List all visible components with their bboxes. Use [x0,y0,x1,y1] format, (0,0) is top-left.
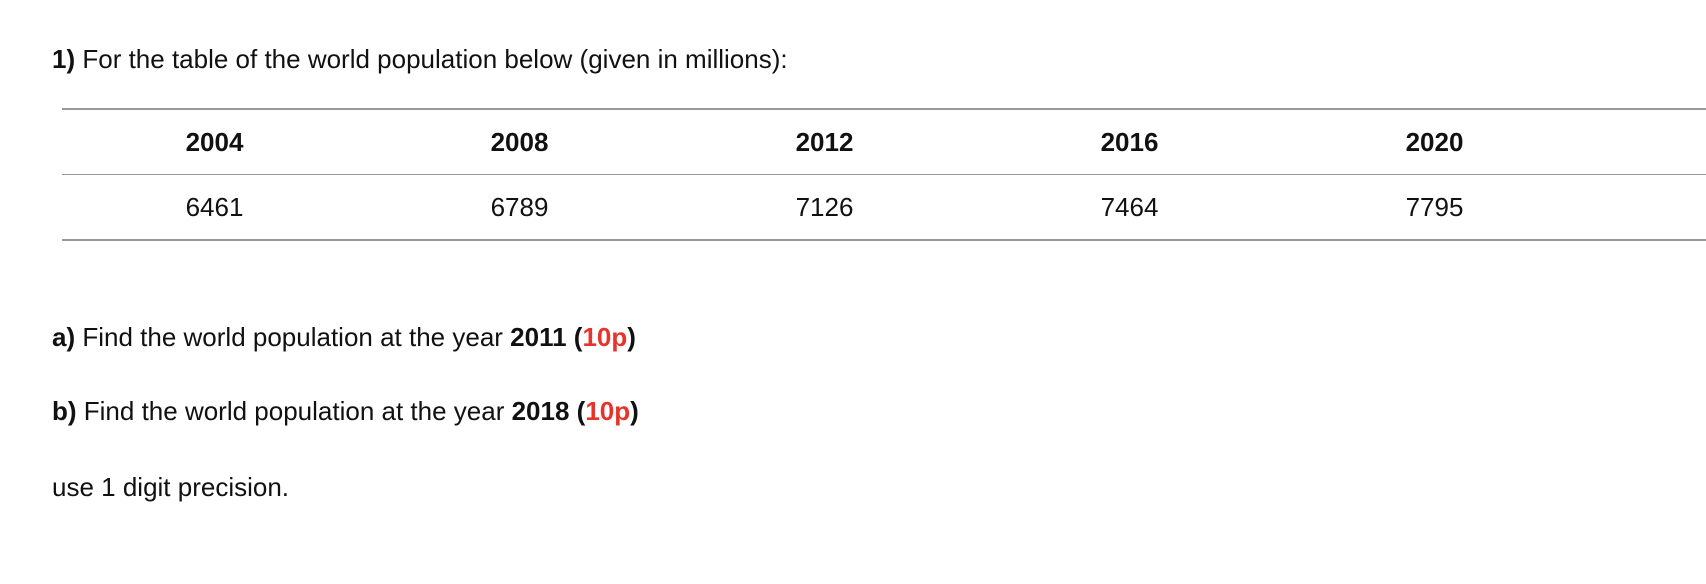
question-heading: 1) For the table of the world population… [52,44,788,75]
header-cell: 2012 [795,126,854,157]
value-cell: 7464 [1100,191,1159,222]
header-cell: 2016 [1100,126,1159,157]
question-number: 1) [52,44,76,74]
population-table: 2004 2008 2012 2016 2020 6461 6789 7126 … [62,108,1706,241]
table-row: 6461 6789 7126 7464 7795 [62,175,1706,241]
part-text: Find the world population at the year [76,396,512,426]
empty-cell [1587,175,1706,241]
precision-note: use 1 digit precision. [52,472,290,502]
header-cell: 2004 [185,126,244,157]
header-cell: 2008 [490,126,549,157]
value-cell: 7126 [795,191,854,222]
part-label: a) [52,322,76,352]
table-header-row: 2004 2008 2012 2016 2020 [62,109,1706,175]
empty-cell [1587,109,1706,175]
paren-close: ) [630,396,639,426]
paren-open: ( [566,322,583,352]
points-badge: 10p [582,322,628,352]
value-cell: 7795 [1405,191,1464,222]
part-year: 2018 [511,396,570,426]
paren-close: ) [627,322,636,352]
part-b: b) Find the world population at the year… [52,396,639,427]
value-cell: 6461 [185,191,244,222]
value-cell: 6789 [490,191,549,222]
paren-open: ( [569,396,586,426]
header-cell: 2020 [1405,126,1464,157]
part-year: 2011 [510,322,567,352]
question-text: For the table of the world population be… [75,44,788,74]
part-a: a) Find the world population at the year… [52,322,636,353]
part-text: Find the world population at the year [75,322,511,352]
part-label: b) [52,396,77,426]
points-badge: 10p [585,396,631,426]
